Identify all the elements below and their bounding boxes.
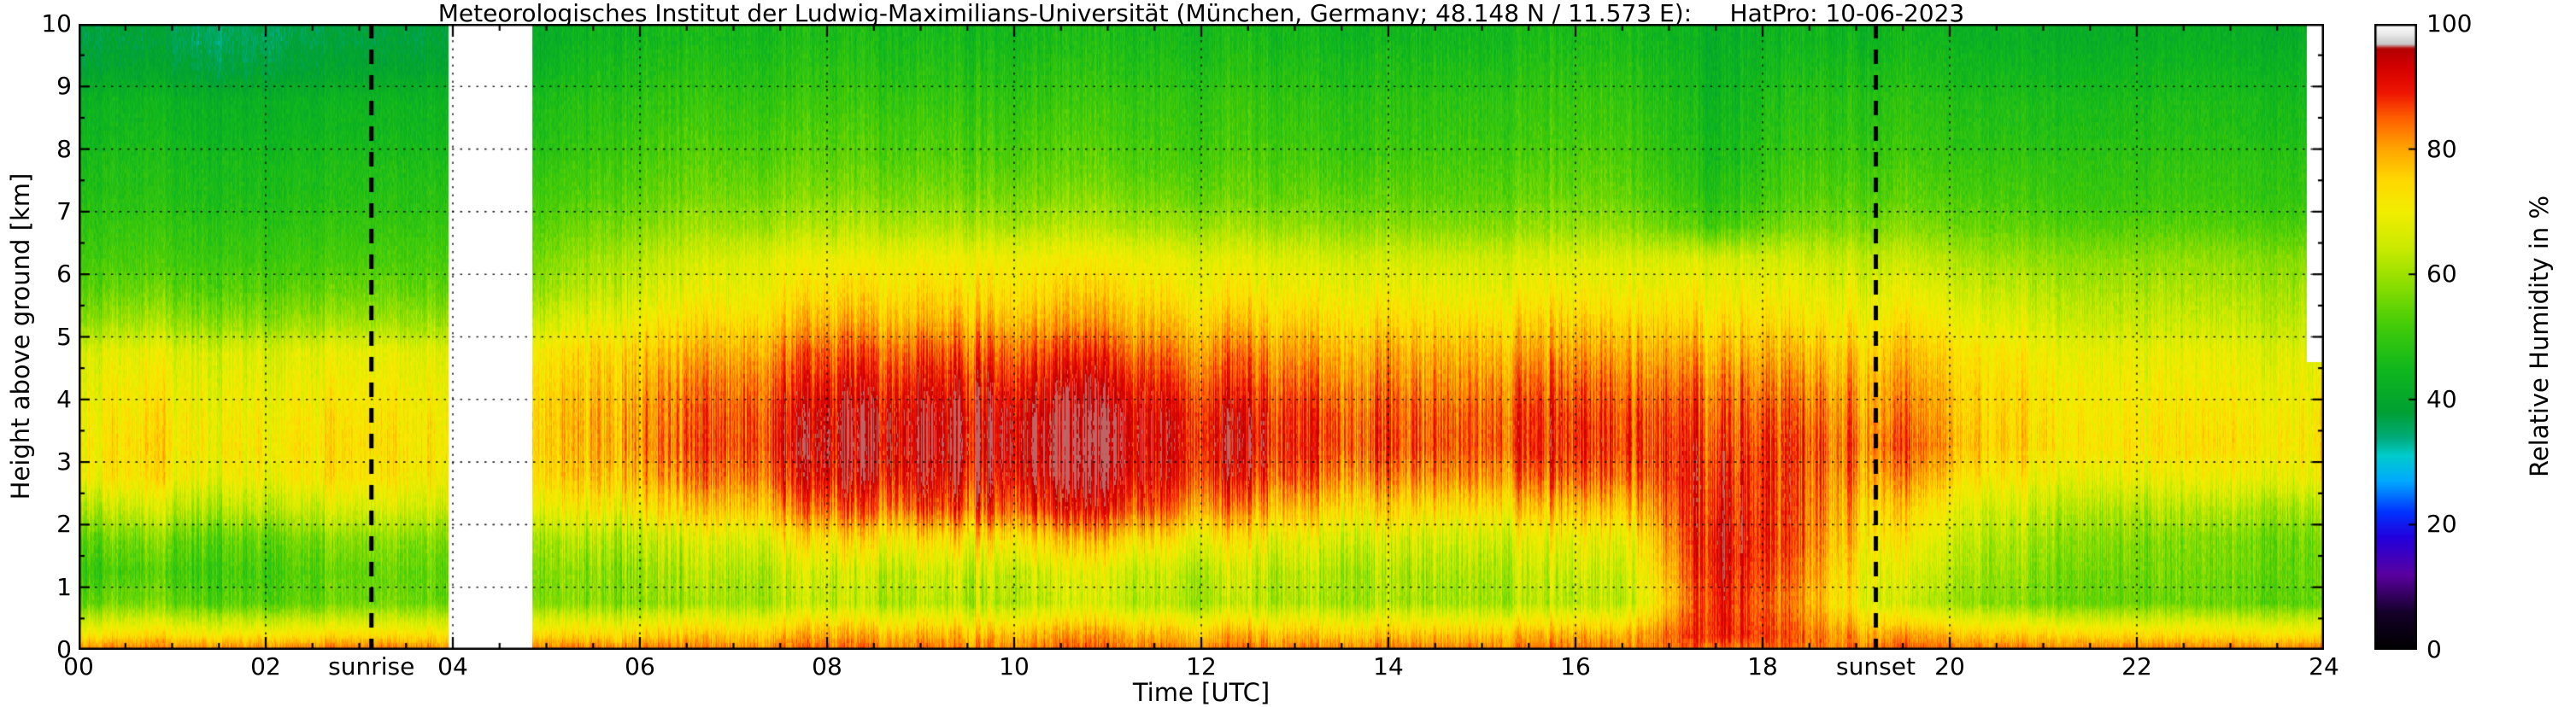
colorbar-canvas (2374, 24, 2417, 650)
colorbar-tick-label: 0 (2426, 635, 2442, 663)
y-tick-label: 0 (56, 635, 72, 663)
x-tick-label: 20 (1934, 652, 1965, 681)
x-tick-label: 22 (2121, 652, 2152, 681)
x-tick-label: 18 (1747, 652, 1778, 681)
x-tick-label: 10 (999, 652, 1030, 681)
y-tick-label: 2 (56, 510, 72, 539)
y-tick-label: 8 (56, 134, 72, 163)
y-tick-label: 5 (56, 322, 72, 351)
x-tick-label: 24 (2309, 652, 2339, 681)
y-tick-label: 3 (56, 447, 72, 476)
sunrise-label: sunrise (328, 652, 415, 681)
colorbar-tick-label: 100 (2426, 9, 2473, 38)
x-tick-label: 08 (812, 652, 842, 681)
colorbar-tick-label: 20 (2426, 510, 2457, 539)
y-tick-label: 4 (56, 384, 72, 413)
colorbar-tick-label: 60 (2426, 260, 2457, 289)
heatmap-canvas (79, 24, 2324, 650)
x-tick-label: 04 (437, 652, 468, 681)
y-tick-label: 6 (56, 260, 72, 289)
x-tick-label: 02 (250, 652, 281, 681)
x-tick-label: 00 (63, 652, 94, 681)
y-tick-label: 10 (41, 9, 72, 38)
chart-title: Meteorologisches Institut der Ludwig-Max… (437, 0, 1965, 27)
x-tick-label: 06 (625, 652, 655, 681)
y-tick-label: 1 (56, 572, 72, 601)
x-axis-label: Time [UTC] (1132, 678, 1270, 707)
y-tick-label: 7 (56, 196, 72, 225)
x-tick-label: 14 (1373, 652, 1404, 681)
colorbar-tick-label: 40 (2426, 384, 2457, 413)
colorbar-label: Relative Humidity in % (2525, 195, 2554, 478)
sunset-label: sunset (1836, 652, 1916, 681)
y-tick-label: 9 (56, 72, 72, 101)
x-tick-label: 16 (1560, 652, 1591, 681)
colorbar-tick-label: 80 (2426, 134, 2457, 163)
x-tick-label: 12 (1186, 652, 1217, 681)
